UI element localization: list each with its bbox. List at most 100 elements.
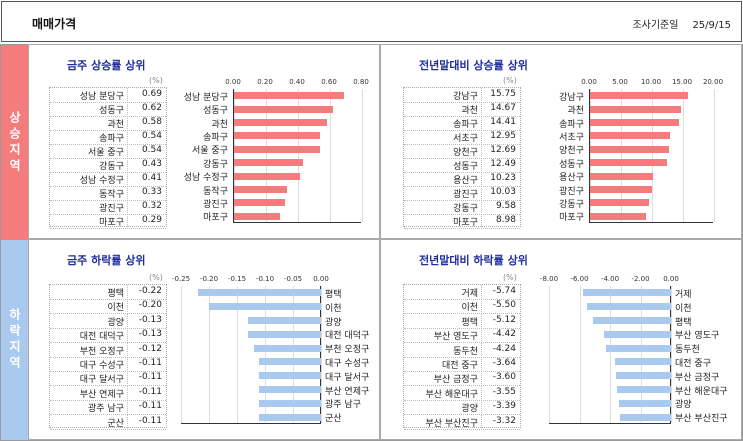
region-name: 서초구 [453,134,478,144]
bar [590,119,680,126]
bar [616,372,671,380]
bar [248,317,321,324]
cell-divider [127,299,128,315]
category-label: 서울 중구 [192,146,228,157]
region-name: 평택 [461,317,478,328]
bar-chart [589,89,715,223]
rate-value: -3.32 [492,415,516,426]
gridline [640,286,642,423]
rate-value: -5.74 [492,286,516,296]
axis-tick-label: -0.20 [199,275,219,283]
table-row: 부산 부산진구 -3.32 [404,414,520,430]
category-label: 이천 [675,303,692,314]
gridline [293,286,294,423]
bar-chart [233,89,363,223]
rate-value: -5.50 [492,300,516,311]
cell-divider [127,200,128,215]
category-label: 부천 오정구 [325,345,370,356]
gridline [209,286,210,423]
gridline [683,89,684,222]
fall-section-label: 하락지역 [1,240,29,440]
table-row: 부산 연제구 -0.11 [50,385,166,401]
table-row: 성남 분당구 0.69 [50,88,166,103]
panel-title: 전년말대비 상승률 상위 [419,59,528,72]
category-label: 양천구 [559,146,584,157]
chart-panel: 전년말대비 하락률 상위 (%) 거제 -5.74 이천 -5.50 평택 -5.12 부산 영… [380,239,742,440]
table-row: 과천 0.58 [50,116,166,131]
axis-tick-label: 0.80 [353,78,369,86]
category-label: 마포구 [559,213,584,224]
page-header: 매매가격 조사기준일 25/9/15 [1,1,742,42]
cell-divider [127,186,128,201]
cell-divider [127,342,128,358]
cell-divider [481,385,482,401]
rise-section-label: 상승지역 [1,45,29,240]
region-name: 이천 [107,303,124,314]
category-label: 대구 수성구 [325,358,370,369]
bar [234,199,286,207]
rate-value: 8.98 [495,215,516,225]
region-name: 성남 수정구 [79,176,124,186]
cell-divider [127,144,128,159]
region-name: 동두천 [453,346,478,357]
category-label: 광양 [675,400,692,411]
page-title: 매매가격 [32,17,77,31]
category-label: 성동구 [559,159,584,170]
region-name: 과천 [461,106,478,116]
rate-value: -0.11 [138,415,162,426]
cell-divider [481,214,482,229]
cell-divider [127,102,128,117]
category-label: 마포구 [203,213,228,224]
cell-divider [481,342,482,358]
cell-divider [481,130,482,145]
table-row: 동두천 -4.24 [404,342,520,358]
cell-divider [481,144,482,159]
bar [259,399,321,407]
table-row: 광진구 10.03 [404,186,520,201]
table-row: 부산 해운대구 -3.55 [404,385,520,401]
cell-divider [481,172,482,187]
bar [234,212,281,220]
region-name: 부산 금정구 [433,375,478,386]
axis-tick-label: 15.00 [671,78,693,86]
table-row: 서초구 12.95 [404,130,520,145]
table-row: 양천구 12.69 [404,144,520,159]
cell-divider [481,328,482,344]
cell-divider [127,371,128,387]
rate-value: -0.20 [138,300,162,311]
rate-value: 0.41 [141,173,162,183]
category-label: 성동구 [203,106,228,117]
rate-value: 9.58 [495,201,516,211]
table-row: 광양 -3.39 [404,400,520,416]
region-name: 부산 해운대구 [425,389,478,400]
data-table: 성남 분당구 0.69 성동구 0.62 과천 0.58 송파구 0.54 서울 중구 0.54 강… [49,87,167,229]
gridline [610,286,611,423]
table-row: 용산구 10.23 [404,172,520,187]
bar [583,289,671,297]
region-name: 성동구 [99,106,124,116]
gridline [549,286,550,423]
rate-value: -0.11 [138,401,162,412]
table-row: 부산 금정구 -3.60 [404,371,520,387]
bar [234,119,327,126]
bar [590,212,646,220]
rate-value: 0.54 [141,145,162,155]
region-name: 광양 [107,317,124,328]
region-name: 강동구 [453,204,478,214]
bar [592,317,671,324]
gridline [621,89,622,222]
axis-tick-label: -0.15 [227,275,247,283]
cell-divider [481,357,482,372]
cell-divider [127,357,128,372]
table-row: 이천 -0.20 [50,299,166,315]
cell-divider [481,102,482,117]
gridline [671,286,672,423]
axis-tick-label: -0.25 [171,275,191,283]
category-label: 강동구 [203,159,228,170]
category-label: 성남 수정구 [183,173,228,184]
cell-divider [481,200,482,215]
table-row: 마포구 0.29 [50,214,166,229]
table-row: 성동구 0.62 [50,102,166,117]
category-label: 대전 중구 [675,358,711,369]
bar [209,303,321,311]
